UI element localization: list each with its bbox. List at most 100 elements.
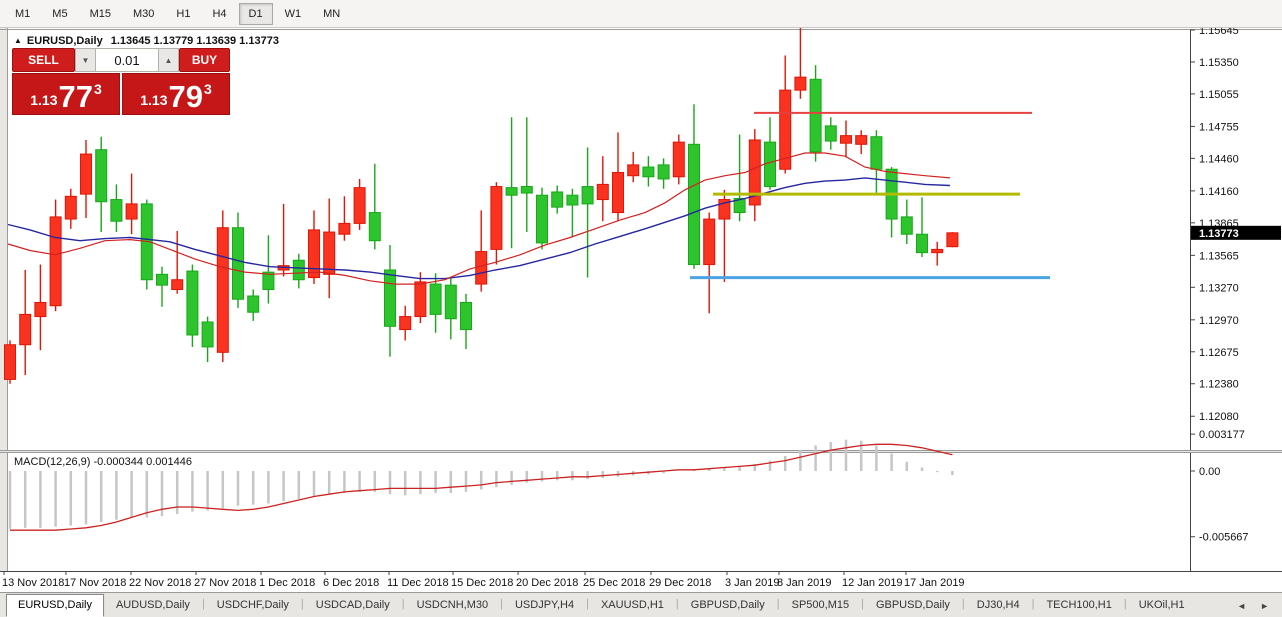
symbol-name: EURUSD,Daily [26,35,103,47]
timeframe-button-m15[interactable]: M15 [89,7,111,20]
candle-body [551,191,564,208]
current-price-value: 1.13773 [1199,228,1239,240]
timeframe-button-m5[interactable]: M5 [52,7,68,20]
timeframe-button-h4[interactable]: H4 [212,7,227,20]
chart-tab-xauusd-h1[interactable]: XAUUSD,H1 [600,599,664,611]
candle-body [870,136,883,170]
tab-separator: | [961,598,965,610]
tab-separator: | [861,598,864,610]
lot-decrease-button[interactable]: ▼ [75,48,96,72]
candle-body [581,186,594,205]
lot-size-input[interactable] [96,48,158,72]
price-chart: 1.15645 1.15350 1.15055 1.14755 1.14460 1.141… [0,24,1282,592]
candle-body [536,194,548,244]
price-tick-label: 1.15055 [1199,89,1239,101]
time-tick-label: 8 Jan 2019 [777,577,831,589]
candle-body [596,183,609,201]
chart-tab-audusd-daily[interactable]: AUDUSD,Daily [115,599,190,611]
tab-separator: | [1123,598,1127,610]
timeframe-button-mn[interactable]: MN [323,7,341,20]
chart-tab-dj30-h4[interactable]: DJ30,H4 [976,599,1020,611]
chart-tab-gbpusd-daily[interactable]: GBPUSD,Daily [875,599,950,611]
candle-body [612,171,624,214]
moving-average-fast-line [7,152,951,285]
buy-button[interactable]: BUY [179,48,230,72]
macd-indicator-label: MACD(12,26,9) -0.000344 0.001446 [14,456,192,468]
time-tick-label: 6 Dec 2018 [323,577,379,589]
tab-scroll-buttons: ◄ ► [1230,599,1276,613]
time-tick-label: 17 Jan 2019 [904,577,965,589]
price-tick-label: 1.13565 [1199,250,1239,262]
candle-body [444,284,457,320]
candle-body [931,248,944,254]
candle-body [520,186,533,194]
timeframe-button-m30[interactable]: M30 [132,7,155,20]
timeframe-button-h1[interactable]: H1 [176,7,191,20]
macd-tick-label: 0.003177 [1199,429,1245,441]
candle-body [627,164,640,177]
candle-body [946,232,959,248]
candle-body [399,316,412,331]
left-window-edge [0,28,7,571]
candle-body [460,301,472,331]
candle-body [110,199,123,222]
time-tick-label: 1 Dec 2018 [259,577,315,589]
candle-body [338,222,351,235]
current-price-tag [1191,225,1281,240]
price-tick-label: 1.14160 [1199,186,1239,198]
chart-tab-gbpusd-daily[interactable]: GBPUSD,Daily [690,599,765,611]
price-tick-label: 1.12380 [1199,379,1239,391]
candle-body [916,233,928,254]
candle-body [95,149,108,203]
time-tick-label: 27 Nov 2018 [194,577,256,589]
candle-body [414,281,427,318]
chart-tab-usdcad-daily[interactable]: USDCAD,Daily [315,599,390,611]
buy-price-button[interactable]: 1.13 79 3 [122,73,230,115]
lot-increase-button[interactable]: ▲ [158,48,179,72]
sell-price-button[interactable]: 1.13 77 3 [12,73,120,115]
price-tick-label: 1.15645 [1199,28,1239,37]
candle-body [566,194,579,206]
candle-body [232,227,244,300]
price-tick-label: 1.12675 [1199,347,1239,359]
chart-tab-bar: EURUSD,Daily AUDUSD,Daily | USDCHF,Daily | US… [0,592,1282,617]
chart-tab-usdcnh-m30[interactable]: USDCNH,M30 [416,599,489,611]
chart-tab-sp500-m15[interactable]: SP500,M15 [791,599,850,611]
candle-body [490,186,503,250]
candle-body [125,203,138,220]
buy-price-prefix: 1.13 [140,92,168,108]
candle-body [779,89,792,170]
chart-tab-usdjpy-h4[interactable]: USDJPY,H4 [514,599,575,611]
pane-splitter[interactable] [0,450,1282,453]
tab-separator: | [300,598,304,610]
candle-body [794,76,807,91]
timeframe-button-w1[interactable]: W1 [284,7,302,20]
chart-tab-tech100-h1[interactable]: TECH100,H1 [1046,599,1112,611]
candle-body [429,283,442,315]
time-tick-label: 13 Nov 2018 [2,577,64,589]
candle-body [475,251,488,285]
chart-tab-usdchf-daily[interactable]: USDCHF,Daily [216,599,289,611]
candle-body [64,195,77,220]
candle-body [703,218,716,266]
time-tick-label: 22 Nov 2018 [129,577,191,589]
collapse-panel-icon[interactable]: ▲ [14,36,22,45]
candle-body [186,270,199,336]
price-tick-label: 1.15350 [1199,57,1239,69]
candle-body [368,212,381,242]
time-tick-label: 3 Jan 2019 [725,577,779,589]
candle-body [216,227,229,353]
sell-button[interactable]: SELL [12,48,75,72]
tab-separator: | [776,598,780,610]
candle-body [900,216,913,235]
timeframe-button-d1[interactable]: D1 [238,2,273,25]
price-tick-label: 1.13270 [1199,282,1239,294]
chart-tab-eurusd-daily[interactable]: EURUSD,Daily [6,594,104,617]
sell-price-prefix: 1.13 [30,92,58,108]
timeframe-button-m1[interactable]: M1 [15,7,31,20]
tab-scroll-left-icon[interactable]: ◄ [1237,601,1247,611]
tab-scroll-right-icon[interactable]: ► [1260,601,1269,611]
candle-body [642,166,655,178]
chart-tab-ukoil-h1[interactable]: UKOil,H1 [1138,599,1185,611]
